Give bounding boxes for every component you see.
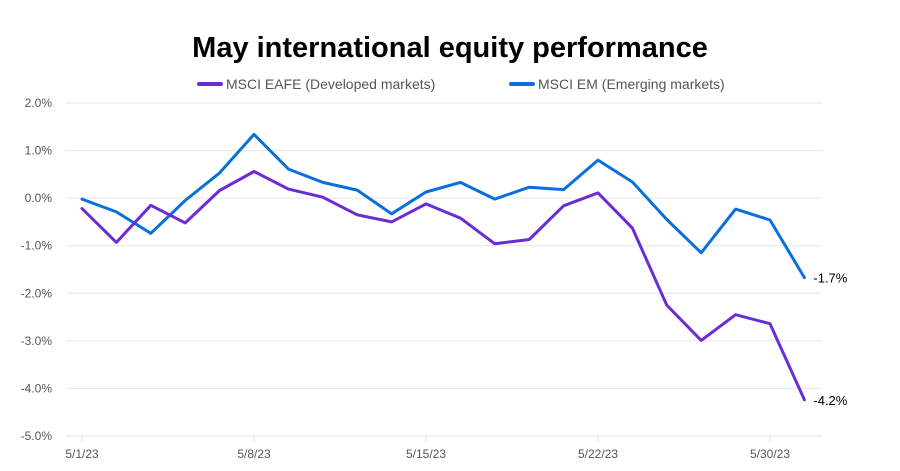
x-tick-label: 5/30/23 xyxy=(750,447,790,461)
y-tick-label: -1.0% xyxy=(21,239,53,253)
grid xyxy=(66,102,822,437)
plot-area: -4.2% -1.7% xyxy=(80,132,848,408)
series-line-eafe xyxy=(80,170,806,402)
chart-title: May international equity performance xyxy=(192,32,708,64)
y-tick-label: -2.0% xyxy=(21,286,53,300)
series-line-em xyxy=(80,132,806,280)
legend-item-em: MSCI EM (Emerging markets) xyxy=(509,76,725,92)
legend-label-em: MSCI EM (Emerging markets) xyxy=(538,76,725,92)
x-tick-label: 5/22/23 xyxy=(578,447,618,461)
x-axis: 5/1/23 5/8/23 5/15/23 5/22/23 5/30/23 xyxy=(65,436,790,461)
legend: MSCI EAFE (Developed markets) MSCI EM (E… xyxy=(197,76,725,92)
y-tick-label: 1.0% xyxy=(25,144,53,158)
y-axis: 2.0% 1.0% 0.0% -1.0% -2.0% -3.0% -4.0% -5.0% xyxy=(21,96,53,443)
end-label-eafe: -4.2% xyxy=(813,393,847,408)
y-tick-label: 2.0% xyxy=(25,96,53,110)
y-tick-label: 0.0% xyxy=(25,191,53,205)
x-tick-label: 5/15/23 xyxy=(406,447,446,461)
end-label-em: -1.7% xyxy=(813,271,847,286)
legend-label-eafe: MSCI EAFE (Developed markets) xyxy=(226,76,435,92)
y-tick-label: -3.0% xyxy=(21,334,53,348)
y-tick-label: -5.0% xyxy=(21,429,53,443)
legend-item-eafe: MSCI EAFE (Developed markets) xyxy=(197,76,435,92)
x-tick-label: 5/8/23 xyxy=(237,447,271,461)
y-tick-label: -4.0% xyxy=(21,381,53,395)
x-tick-label: 5/1/23 xyxy=(65,447,99,461)
